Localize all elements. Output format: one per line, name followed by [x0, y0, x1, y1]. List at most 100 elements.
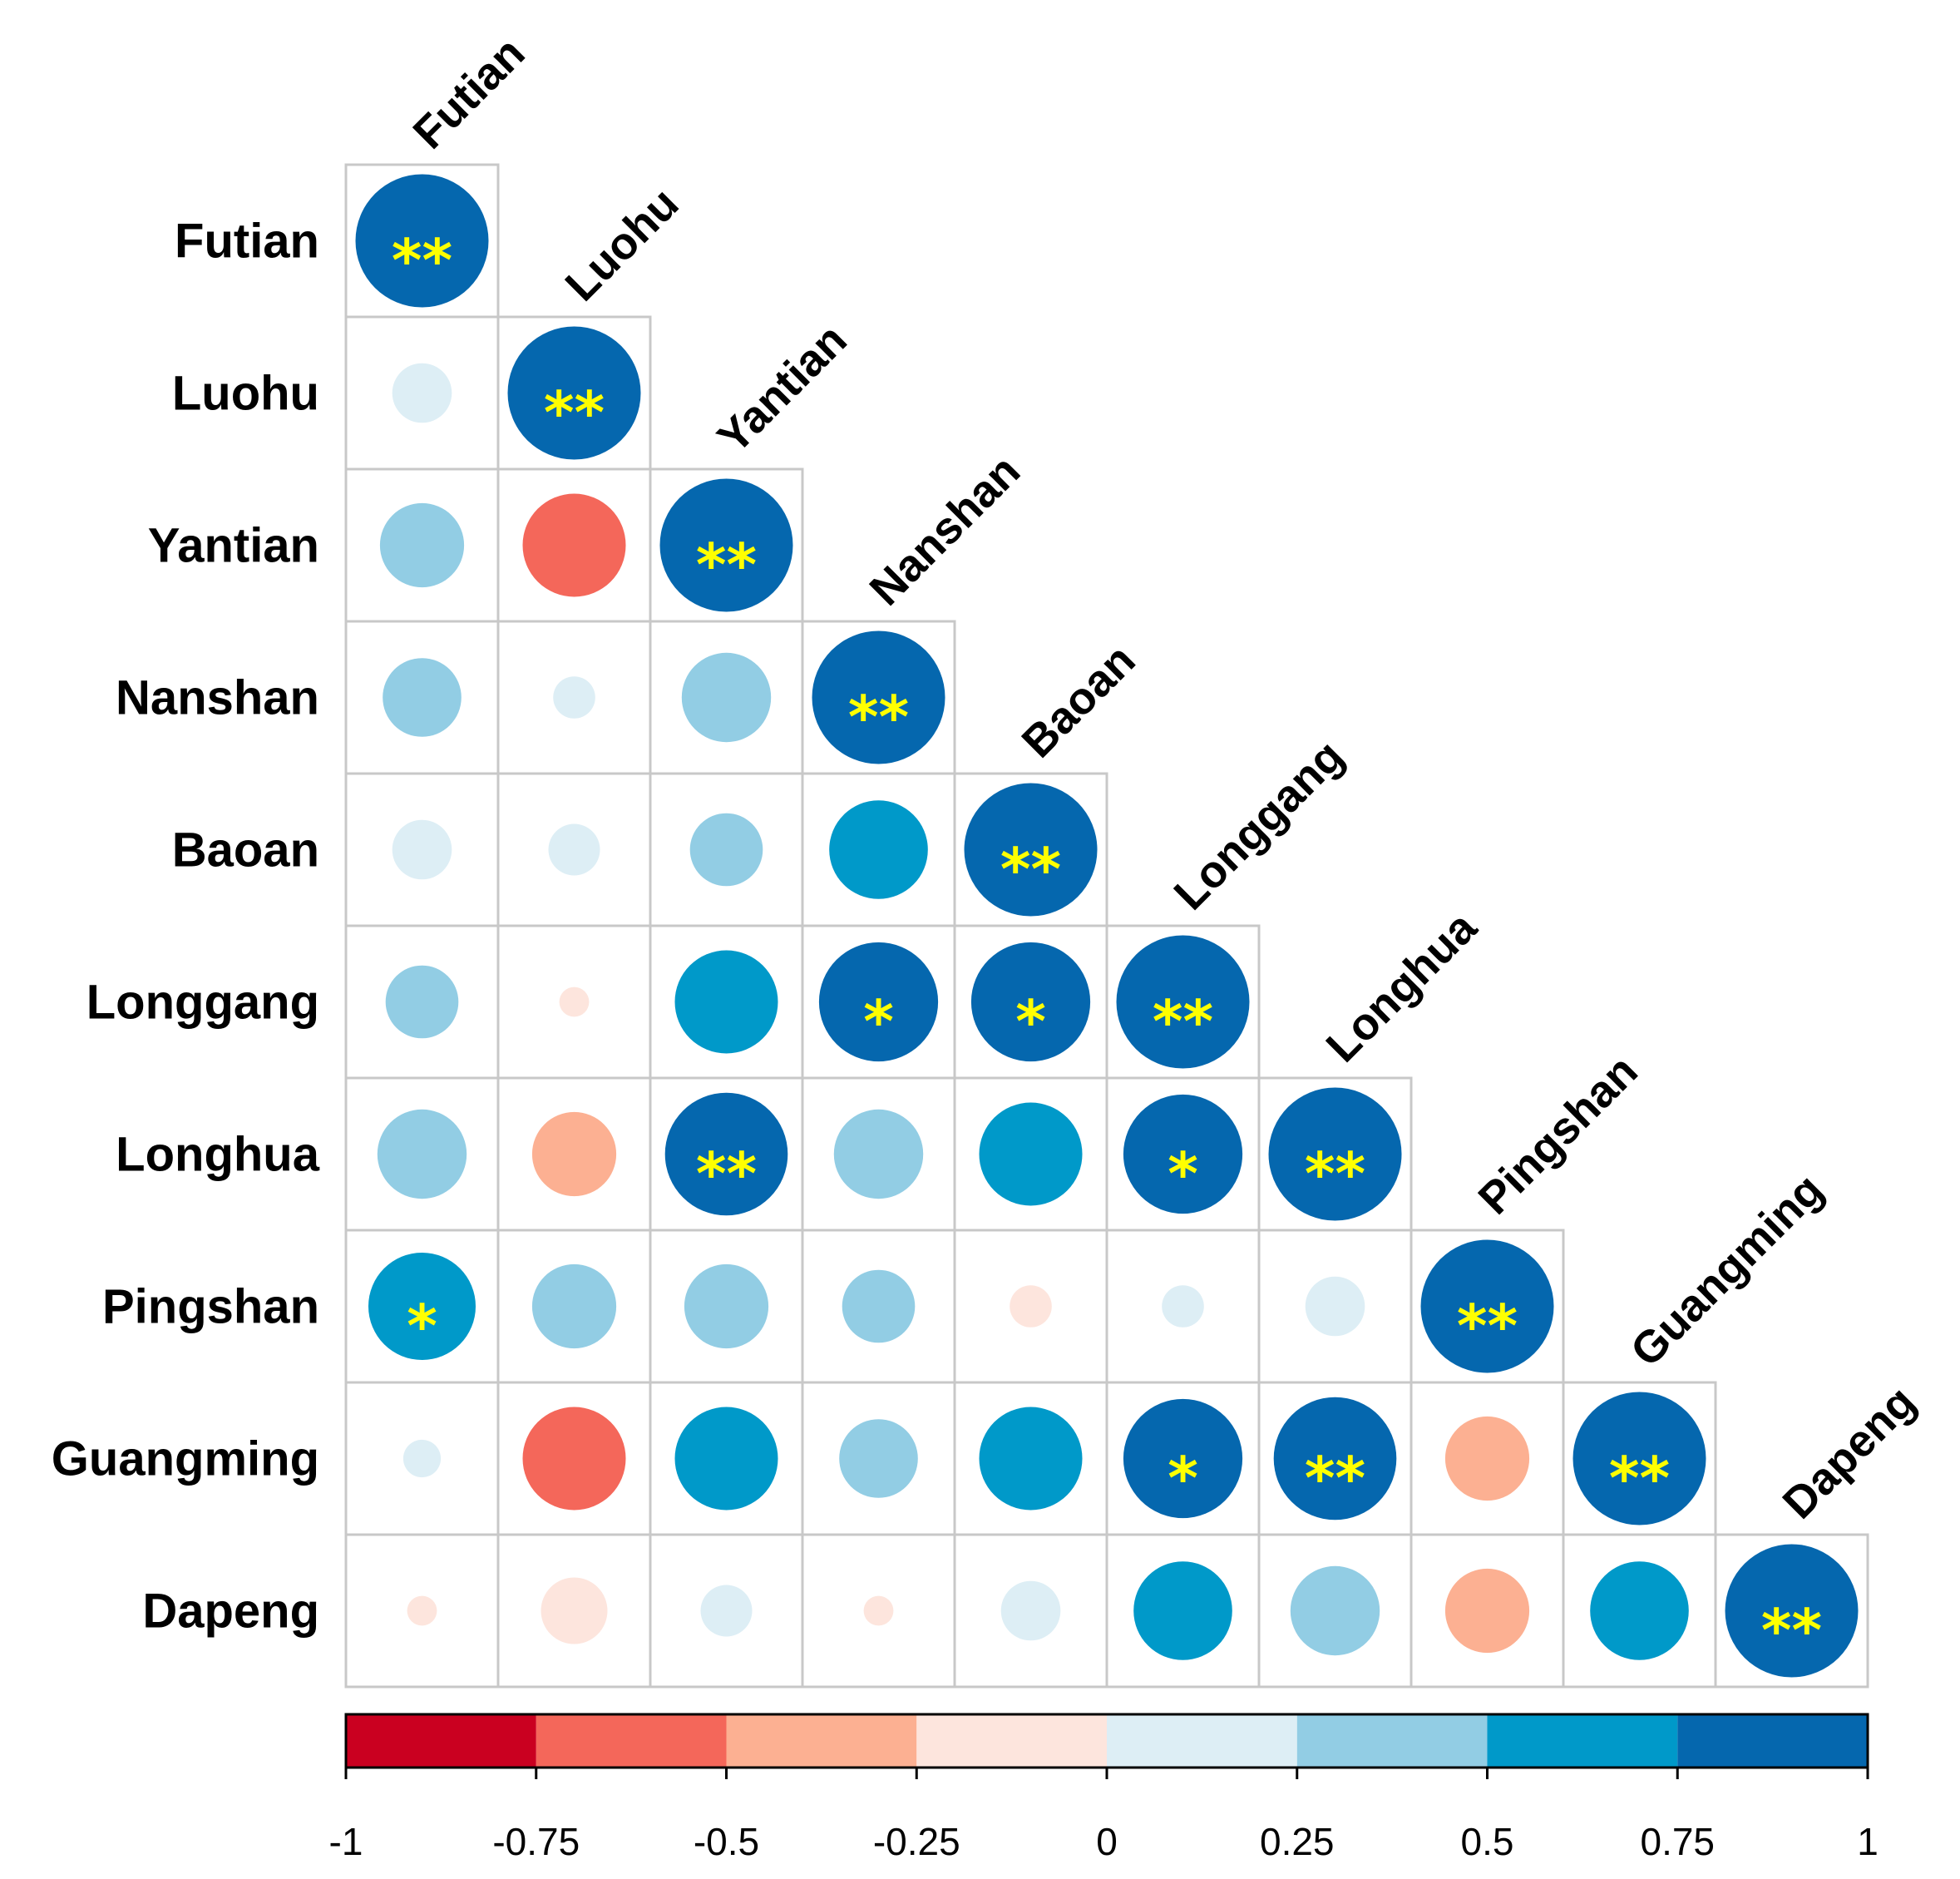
correlation-circle-dapeng-guangming: [1590, 1561, 1689, 1660]
correlation-circle-dapeng-dapeng: [1725, 1544, 1859, 1678]
correlation-circle-longgang-baoan: [970, 942, 1091, 1062]
column-label-guangming: Guangming: [1622, 1164, 1834, 1377]
correlation-circle-longgang-longgang: [1116, 935, 1250, 1069]
correlation-circle-pingshan-longgang: [1162, 1285, 1204, 1328]
row-labels: Futian Luohu Yantian Nanshan Baoan Longgang Lo…: [52, 215, 320, 1639]
correlation-circle-longhua-longgang: [1123, 1094, 1243, 1214]
correlation-circle-guangming-longhua: [1273, 1397, 1397, 1521]
correlation-circle-pingshan-yantian: [684, 1263, 769, 1349]
correlation-circle-guangming-baoan: [979, 1407, 1083, 1511]
column-label-longgang: Longgang: [1165, 731, 1354, 920]
correlation-circle-baoan-futian: [392, 819, 452, 880]
correlation-circle-guangming-longgang: [1123, 1398, 1243, 1519]
row-label-pingshan: Pingshan: [102, 1280, 319, 1334]
correlation-circle-dapeng-pingshan: [1444, 1568, 1530, 1654]
colorbar-tick-label-7: 0.75: [1640, 1820, 1715, 1863]
colorbar-tick-label-3: -0.25: [873, 1820, 960, 1863]
correlation-circle-luohu-luohu: [507, 326, 641, 460]
significance-marker-baoan-baoan: **: [1000, 836, 1061, 904]
significance-marker-longhua-longhua: **: [1305, 1140, 1365, 1209]
significance-marker-longhua-longgang: *: [1168, 1140, 1198, 1209]
significance-markers: *********** * **** * *** *** ** ****: [392, 227, 1822, 1665]
colorbar-bin-3: [916, 1714, 1108, 1768]
significance-marker-longgang-nanshan: *: [863, 988, 894, 1056]
correlation-circle-pingshan-baoan: [1010, 1285, 1052, 1328]
colorbar-tick-label-6: 0.5: [1461, 1820, 1514, 1863]
colorbar-tick-label-4: 0: [1096, 1820, 1118, 1863]
correlation-circle-longgang-luohu: [559, 986, 590, 1017]
correlation-circle-longhua-luohu: [531, 1111, 617, 1197]
correlation-circle-nanshan-futian: [383, 658, 462, 737]
correlation-circle-guangming-yantian: [674, 1407, 778, 1511]
correlation-circles: [355, 174, 1859, 1678]
column-label-yantian: Yantian: [708, 314, 857, 462]
correlation-circle-longhua-futian: [377, 1109, 467, 1199]
correlation-circle-longhua-longhua: [1268, 1087, 1402, 1221]
significance-marker-longgang-longgang: **: [1153, 988, 1213, 1056]
correlation-circle-longgang-yantian: [674, 950, 778, 1054]
matrix-cell-longhua-futian: [344, 1076, 500, 1232]
colorbar-tick-label-5: 0.25: [1260, 1820, 1335, 1863]
colorbar-legend: -1 -0.75 -0.5 -0.25 0 0.25 0.5 0.75 1: [329, 1713, 1879, 1863]
colorbar-bin-7: [1677, 1714, 1869, 1768]
correlation-circle-dapeng-baoan: [1000, 1580, 1061, 1641]
correlation-circle-longhua-nanshan: [833, 1109, 924, 1199]
colorbar-bin-2: [726, 1714, 917, 1768]
significance-marker-guangming-longgang: *: [1168, 1445, 1198, 1513]
significance-marker-pingshan-futian: *: [407, 1293, 437, 1361]
significance-marker-guangming-guangming: **: [1609, 1445, 1670, 1513]
colorbar-tick-label-2: -0.5: [694, 1820, 759, 1863]
significance-marker-dapeng-dapeng: **: [1761, 1597, 1822, 1665]
correlation-circle-guangming-luohu: [522, 1407, 626, 1511]
correlation-circle-nanshan-nanshan: [812, 630, 945, 764]
row-label-yantian: Yantian: [148, 519, 319, 573]
correlation-circle-dapeng-futian: [407, 1595, 437, 1626]
significance-marker-luohu-luohu: **: [544, 379, 605, 447]
row-label-guangming: Guangming: [52, 1432, 319, 1486]
colorbar-bin-0: [346, 1714, 536, 1768]
row-label-dapeng: Dapeng: [142, 1585, 319, 1639]
significance-marker-yantian-yantian: **: [696, 532, 757, 600]
row-label-longgang: Longgang: [86, 976, 319, 1030]
correlation-circle-nanshan-luohu: [553, 676, 595, 719]
significance-marker-futian-futian: **: [392, 227, 452, 295]
correlation-circle-dapeng-longgang: [1133, 1561, 1232, 1660]
correlation-circle-baoan-luohu: [548, 823, 600, 876]
correlation-circle-yantian-luohu: [522, 493, 626, 597]
significance-marker-longgang-baoan: *: [1015, 988, 1046, 1056]
significance-marker-longhua-yantian: **: [696, 1140, 757, 1209]
correlation-circle-baoan-nanshan: [829, 800, 928, 899]
column-label-pingshan: Pingshan: [1469, 1046, 1647, 1224]
row-label-futian: Futian: [175, 215, 319, 269]
correlation-circle-nanshan-yantian: [681, 652, 772, 743]
colorbar-tick-label-8: 1: [1857, 1820, 1879, 1863]
colorbar-bin-1: [536, 1714, 727, 1768]
matrix-cell-baoan-nanshan: [801, 772, 956, 927]
matrix-cell-nanshan-luohu: [496, 620, 652, 775]
correlation-circle-baoan-baoan: [964, 783, 1098, 917]
correlation-circle-longhua-baoan: [979, 1102, 1083, 1206]
row-label-longhua: Longhua: [116, 1128, 320, 1182]
colorbar-bin-4: [1107, 1714, 1297, 1768]
column-label-dapeng: Dapeng: [1774, 1377, 1925, 1528]
correlation-circle-dapeng-yantian: [700, 1585, 753, 1637]
column-label-nanshan: Nanshan: [861, 446, 1030, 616]
correlation-circle-guangming-guangming: [1572, 1392, 1706, 1525]
correlation-circle-yantian-futian: [379, 502, 465, 588]
correlation-circle-pingshan-nanshan: [842, 1269, 916, 1343]
column-label-baoan: Baoan: [1013, 635, 1145, 767]
colorbar-bin-6: [1487, 1714, 1678, 1768]
colorbar-tick-label-0: -1: [329, 1820, 363, 1863]
correlation-circle-pingshan-longhua: [1305, 1276, 1365, 1337]
correlation-circle-longgang-nanshan: [818, 942, 939, 1062]
colorbar-tick-label-1: -0.75: [492, 1820, 580, 1863]
significance-marker-nanshan-nanshan: **: [848, 684, 909, 752]
correlation-circle-dapeng-longhua: [1290, 1565, 1380, 1656]
correlation-circle-dapeng-luohu: [541, 1577, 608, 1644]
column-label-luohu: Luohu: [556, 178, 689, 310]
correlation-circle-guangming-nanshan: [839, 1419, 918, 1498]
row-label-baoan: Baoan: [172, 823, 319, 878]
row-label-nanshan: Nanshan: [116, 671, 319, 725]
correlation-circle-yantian-yantian: [659, 478, 793, 612]
